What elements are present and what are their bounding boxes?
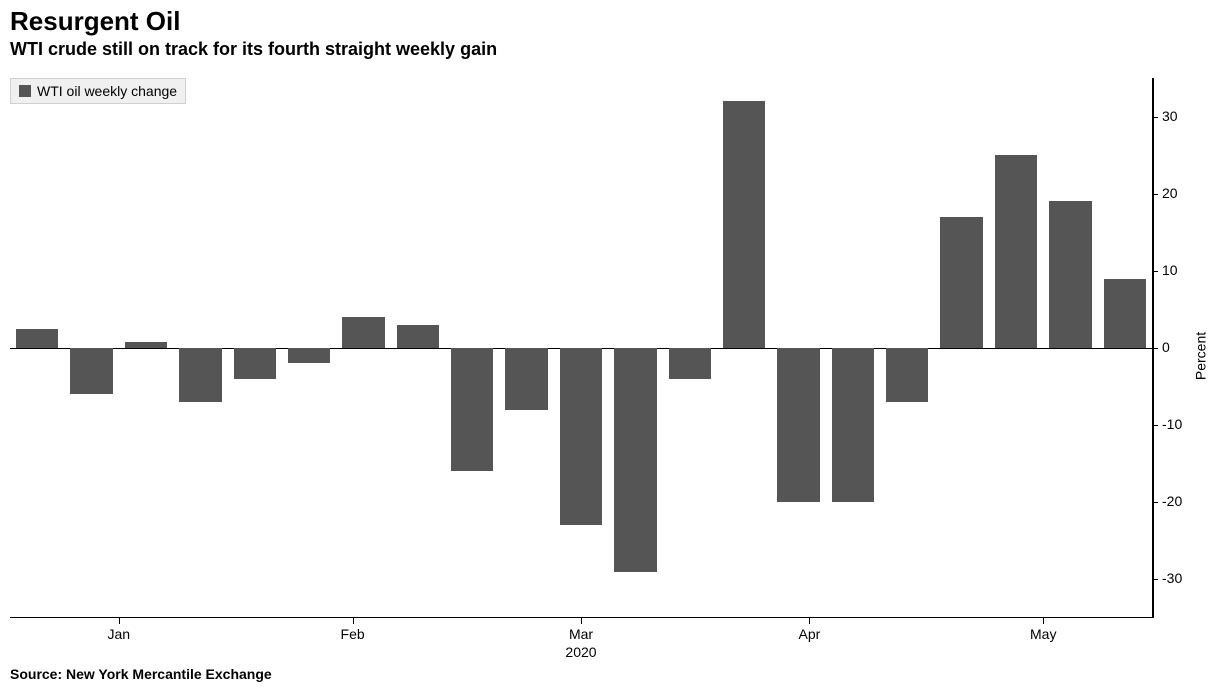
x-tick bbox=[581, 618, 582, 624]
bar bbox=[1104, 279, 1146, 348]
bar bbox=[397, 325, 439, 348]
chart-area: -30-20-100102030JanFebMarAprMay2020 Perc… bbox=[10, 78, 1152, 618]
x-tick-label: Feb bbox=[341, 626, 365, 642]
bar bbox=[505, 348, 547, 410]
bar bbox=[669, 348, 711, 379]
x-tick-label: May bbox=[1030, 626, 1056, 642]
plot-area: -30-20-100102030JanFebMarAprMay2020 bbox=[10, 78, 1152, 618]
y-axis-title: Percent bbox=[1192, 332, 1208, 380]
chart-subtitle: WTI crude still on track for its fourth … bbox=[0, 37, 1225, 66]
x-tick bbox=[119, 618, 120, 624]
x-tick bbox=[1043, 618, 1044, 624]
bar bbox=[179, 348, 221, 402]
bar bbox=[342, 317, 384, 348]
bar bbox=[1049, 201, 1091, 348]
bar bbox=[234, 348, 276, 379]
y-tick-label: 0 bbox=[1162, 339, 1170, 355]
y-tick bbox=[1152, 271, 1158, 272]
bar bbox=[614, 348, 656, 572]
bar bbox=[886, 348, 928, 402]
y-tick-label: -10 bbox=[1162, 416, 1182, 432]
y-tick bbox=[1152, 348, 1158, 349]
bar bbox=[777, 348, 819, 502]
y-tick-label: -30 bbox=[1162, 570, 1182, 586]
y-tick bbox=[1152, 117, 1158, 118]
bar bbox=[560, 348, 602, 525]
x-year-label: 2020 bbox=[565, 644, 596, 660]
y-tick-label: -20 bbox=[1162, 493, 1182, 509]
bar bbox=[832, 348, 874, 502]
x-tick-label: Mar bbox=[569, 626, 593, 642]
y-tick-label: 30 bbox=[1162, 108, 1178, 124]
bar bbox=[723, 101, 765, 348]
x-tick-label: Apr bbox=[798, 626, 820, 642]
y-tick bbox=[1152, 502, 1158, 503]
bar bbox=[995, 155, 1037, 348]
x-tick-label: Jan bbox=[107, 626, 130, 642]
bar bbox=[288, 348, 330, 363]
legend: WTI oil weekly change bbox=[10, 78, 186, 104]
bar bbox=[70, 348, 112, 394]
x-tick bbox=[809, 618, 810, 624]
y-tick-label: 20 bbox=[1162, 185, 1178, 201]
bar bbox=[16, 329, 58, 348]
legend-swatch bbox=[19, 85, 31, 97]
source-label: Source: New York Mercantile Exchange bbox=[10, 666, 272, 682]
bar bbox=[940, 217, 982, 348]
y-tick bbox=[1152, 579, 1158, 580]
y-tick bbox=[1152, 425, 1158, 426]
bar bbox=[451, 348, 493, 471]
y-tick-label: 10 bbox=[1162, 262, 1178, 278]
chart-title: Resurgent Oil bbox=[0, 0, 1225, 37]
bar bbox=[125, 342, 167, 348]
y-tick bbox=[1152, 194, 1158, 195]
x-tick bbox=[353, 618, 354, 624]
legend-label: WTI oil weekly change bbox=[37, 83, 177, 99]
